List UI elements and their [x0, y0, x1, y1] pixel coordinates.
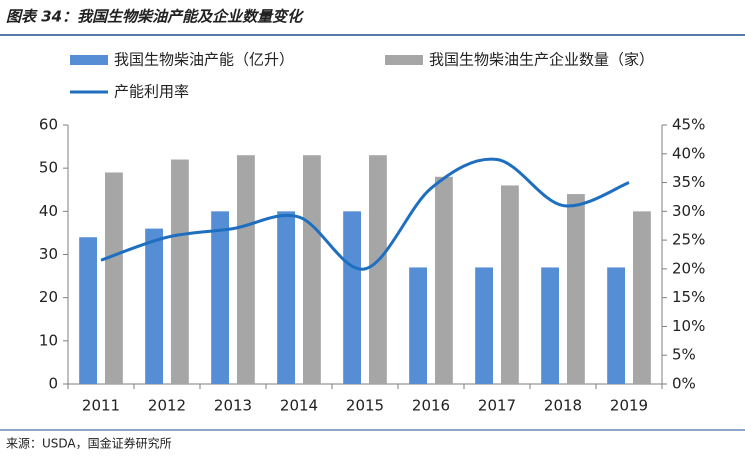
y-tick-label: 50: [39, 159, 58, 177]
bar: [145, 228, 163, 384]
bar: [607, 267, 625, 384]
bar: [435, 176, 453, 384]
y-tick-label: 10: [39, 331, 58, 349]
legend-swatch: [70, 55, 108, 65]
legend-label: 我国生物柴油生产企业数量（家）: [429, 51, 654, 69]
y2-tick-label: 0%: [672, 375, 696, 393]
bar: [303, 155, 321, 384]
y-tick-label: 30: [39, 245, 58, 263]
x-tick-label: 2017: [478, 397, 516, 415]
y2-tick-label: 15%: [672, 288, 705, 306]
y2-tick-label: 35%: [672, 173, 705, 191]
chart-title: 图表 34：我国生物柴油产能及企业数量变化: [6, 8, 304, 26]
bar: [633, 211, 651, 384]
y-tick-label: 60: [39, 116, 58, 134]
bar: [211, 211, 229, 384]
bar: [369, 155, 387, 384]
x-tick-label: 2011: [82, 397, 120, 415]
y-tick-label: 20: [39, 288, 58, 306]
bar: [567, 194, 585, 384]
y-tick-label: 0: [48, 375, 58, 393]
x-tick-label: 2019: [610, 397, 648, 415]
source: 来源：USDA，国金证券研究所: [6, 436, 172, 451]
y2-tick-label: 25%: [672, 231, 705, 249]
legend-label: 我国生物柴油产能（亿升）: [114, 51, 294, 69]
bar: [475, 267, 493, 384]
y2-tick-label: 10%: [672, 317, 705, 335]
bar: [409, 267, 427, 384]
legend-swatch: [385, 55, 423, 65]
x-tick-label: 2015: [346, 397, 384, 415]
x-tick-label: 2016: [412, 397, 450, 415]
line: [100, 157, 630, 271]
y2-tick-label: 20%: [672, 259, 705, 277]
x-tick-label: 2018: [544, 397, 582, 415]
bar: [237, 155, 255, 384]
y2-tick-label: 30%: [672, 202, 705, 220]
bar: [105, 172, 123, 384]
x-tick-label: 2014: [280, 397, 318, 415]
x-tick-label: 2013: [214, 397, 252, 415]
y2-tick-label: 5%: [672, 346, 696, 364]
bar: [501, 185, 519, 384]
x-tick-label: 2012: [148, 397, 186, 415]
y2-tick-label: 45%: [672, 116, 705, 134]
y2-tick-label: 40%: [672, 144, 705, 162]
bar: [171, 159, 189, 384]
y-tick-label: 40: [39, 202, 58, 220]
bar: [343, 211, 361, 384]
bar: [541, 267, 559, 384]
bar: [79, 237, 97, 384]
bar: [277, 211, 295, 384]
legend-label: 产能利用率: [114, 83, 189, 101]
